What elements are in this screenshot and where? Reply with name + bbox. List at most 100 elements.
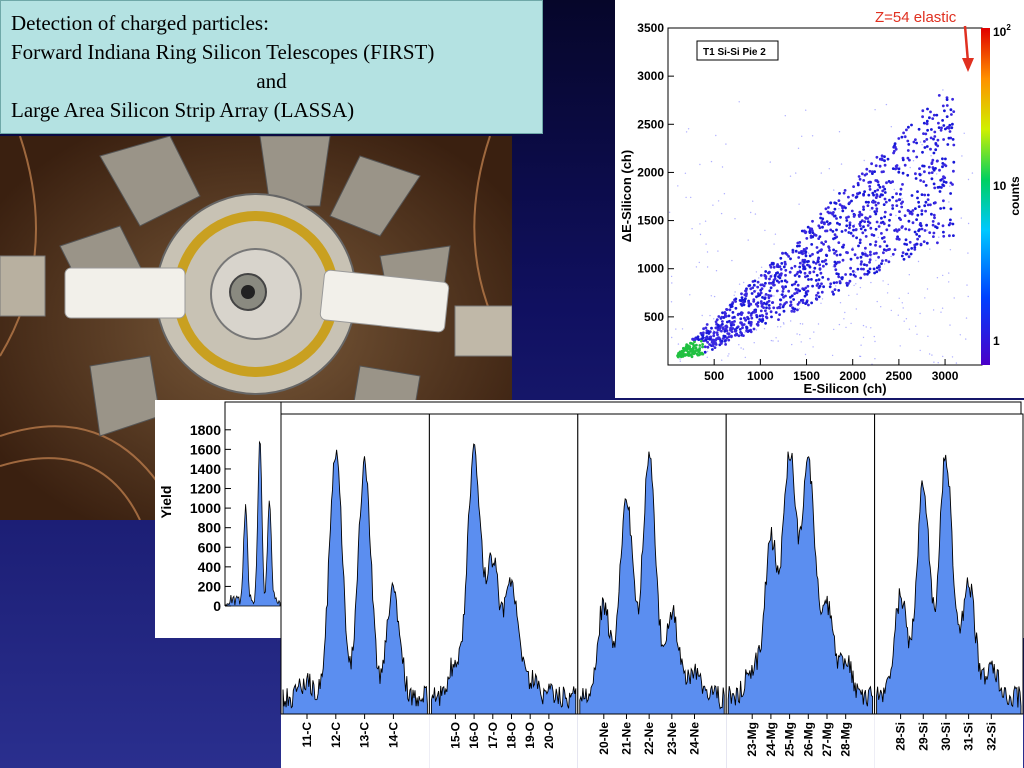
scatter-point xyxy=(731,311,735,314)
scatter-point xyxy=(904,238,908,242)
scatter-point xyxy=(864,200,868,204)
scatter-point xyxy=(699,163,701,166)
scatter-point xyxy=(833,189,835,191)
scatter-point xyxy=(824,207,828,211)
scatter-point xyxy=(753,279,757,283)
scatter-point xyxy=(820,221,823,225)
scatter-point xyxy=(681,328,684,330)
scatter-point xyxy=(897,198,901,202)
scatter-point xyxy=(933,201,937,205)
scatter-point xyxy=(720,315,724,319)
scatter-point xyxy=(725,325,729,329)
scatter-point xyxy=(942,180,946,184)
scatter-point xyxy=(777,318,780,321)
scatter-point xyxy=(727,355,729,357)
scatter-point xyxy=(883,187,887,191)
scatter-point xyxy=(858,238,862,242)
scatter-point xyxy=(701,336,705,339)
scatter-point xyxy=(767,304,771,307)
isotope-label: 13-C xyxy=(358,722,372,748)
scatter-point xyxy=(819,216,822,220)
scatter-point xyxy=(733,320,736,323)
scatter-point xyxy=(850,209,854,213)
scatter-point xyxy=(883,159,886,163)
scatter-point xyxy=(758,277,760,279)
scatter-point xyxy=(916,237,919,241)
scatter-point xyxy=(949,108,953,112)
scatter-point xyxy=(942,138,945,141)
scatter-point xyxy=(763,274,767,278)
scatter-point xyxy=(705,323,709,326)
scatter-point xyxy=(901,183,904,186)
de-e-scatter-chart: 500 1000 1500 2000 2500 3000 500 1000 1500 2000 2… xyxy=(615,0,1024,398)
scatter-point xyxy=(767,294,769,296)
scatter-point xyxy=(920,209,924,213)
scatter-point xyxy=(934,148,938,152)
scatter-point xyxy=(868,267,872,271)
scatter-point xyxy=(868,258,872,262)
scatter-point xyxy=(749,287,753,291)
scatter-point xyxy=(770,339,773,342)
scatter-point xyxy=(755,315,759,319)
scatter-point xyxy=(876,180,880,184)
scatter-point xyxy=(808,254,812,258)
yield-histogram xyxy=(876,454,1022,715)
scatter-point xyxy=(869,209,871,211)
scatter-point xyxy=(950,126,954,130)
scatter-point xyxy=(875,220,879,224)
yield-histogram xyxy=(282,449,428,715)
scatter-point xyxy=(895,214,897,217)
scatter-point xyxy=(913,248,917,251)
scatter-point xyxy=(679,360,681,362)
scatter-point xyxy=(904,252,908,256)
scatter-point xyxy=(831,290,834,294)
scatter-point xyxy=(885,228,889,232)
scatter-point xyxy=(882,222,886,226)
scatter-point xyxy=(777,280,781,284)
scatter-y-tick-label: 1500 xyxy=(637,214,664,228)
scatter-point xyxy=(899,166,901,168)
scatter-point xyxy=(935,113,939,117)
scatter-point xyxy=(780,293,784,296)
scatter-point xyxy=(714,320,718,324)
scatter-point xyxy=(852,224,855,228)
scatter-point xyxy=(915,218,918,222)
scatter-point xyxy=(831,212,834,216)
scatter-point xyxy=(733,329,737,333)
scatter-point xyxy=(819,212,823,216)
scatter-point xyxy=(761,275,763,277)
scatter-point xyxy=(843,189,847,192)
scatter-point xyxy=(829,228,833,232)
scatter-point xyxy=(917,205,921,209)
scatter-point xyxy=(827,246,831,250)
scatter-point xyxy=(932,113,936,117)
scatter-point xyxy=(858,241,862,245)
scatter-point xyxy=(779,274,783,277)
scatter-point xyxy=(906,139,910,143)
scatter-point xyxy=(818,235,822,239)
scatter-point xyxy=(904,227,908,231)
scatter-point xyxy=(703,345,707,349)
isotope-label: 18-O xyxy=(504,722,518,749)
scatter-point xyxy=(730,335,733,339)
scatter-point xyxy=(820,302,822,304)
scatter-point xyxy=(836,221,839,225)
scatter-point xyxy=(885,181,888,185)
scatter-point xyxy=(807,303,810,307)
scatter-y-tick-label: 3500 xyxy=(637,21,664,35)
scatter-point xyxy=(862,205,865,209)
scatter-point xyxy=(691,228,693,230)
scatter-point xyxy=(810,229,814,233)
scatter-point xyxy=(764,277,768,280)
scatter-point xyxy=(941,165,944,169)
scatter-point xyxy=(951,122,954,126)
scatter-point xyxy=(865,263,869,267)
scatter-point xyxy=(725,143,727,145)
scatter-point xyxy=(851,234,855,238)
scatter-point xyxy=(897,167,901,171)
scatter-point xyxy=(928,116,931,120)
scatter-point xyxy=(818,263,822,267)
scatter-point xyxy=(828,168,830,170)
scatter-point xyxy=(921,144,923,146)
scatter-point xyxy=(801,323,804,325)
